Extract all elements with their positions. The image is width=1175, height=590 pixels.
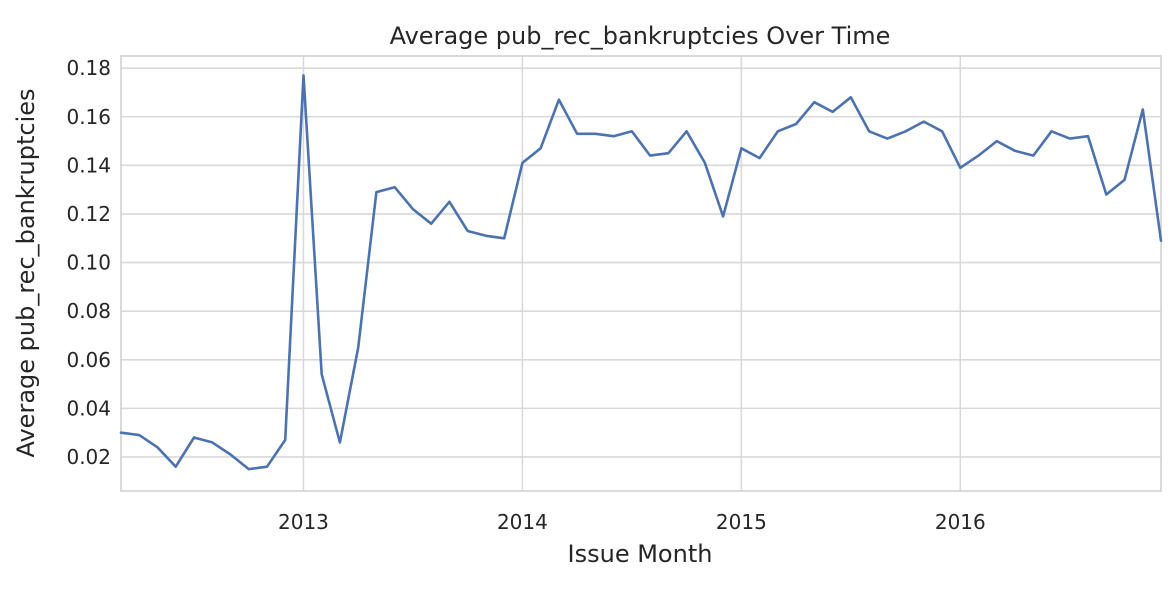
y-tick-label: 0.08 <box>66 299 111 323</box>
y-tick-label: 0.02 <box>66 445 111 469</box>
y-axis-ticks: 0.02 0.04 0.06 0.08 0.10 0.12 0.14 0.16 0.18 <box>66 56 111 469</box>
x-axis-ticks: 2013 2014 2015 2016 <box>278 510 986 534</box>
x-tick-label: 2013 <box>278 510 329 534</box>
series-layer <box>119 74 1163 471</box>
y-tick-label: 0.10 <box>66 251 111 275</box>
y-tick-label: 0.06 <box>66 348 111 372</box>
x-axis-label: Issue Month <box>568 540 713 568</box>
grid-lines <box>121 56 1161 491</box>
y-tick-label: 0.14 <box>66 153 111 177</box>
y-tick-label: 0.04 <box>66 396 111 420</box>
y-axis-label: Average pub_rec_bankruptcies <box>12 88 40 457</box>
series-line <box>119 74 1163 471</box>
y-tick-label: 0.12 <box>66 202 111 226</box>
chart-title: Average pub_rec_bankruptcies Over Time <box>390 22 891 50</box>
x-tick-label: 2016 <box>935 510 986 534</box>
x-tick-label: 2014 <box>497 510 548 534</box>
y-tick-label: 0.18 <box>66 56 111 80</box>
y-tick-label: 0.16 <box>66 105 111 129</box>
x-tick-label: 2015 <box>716 510 767 534</box>
plot-frame <box>120 55 1162 492</box>
